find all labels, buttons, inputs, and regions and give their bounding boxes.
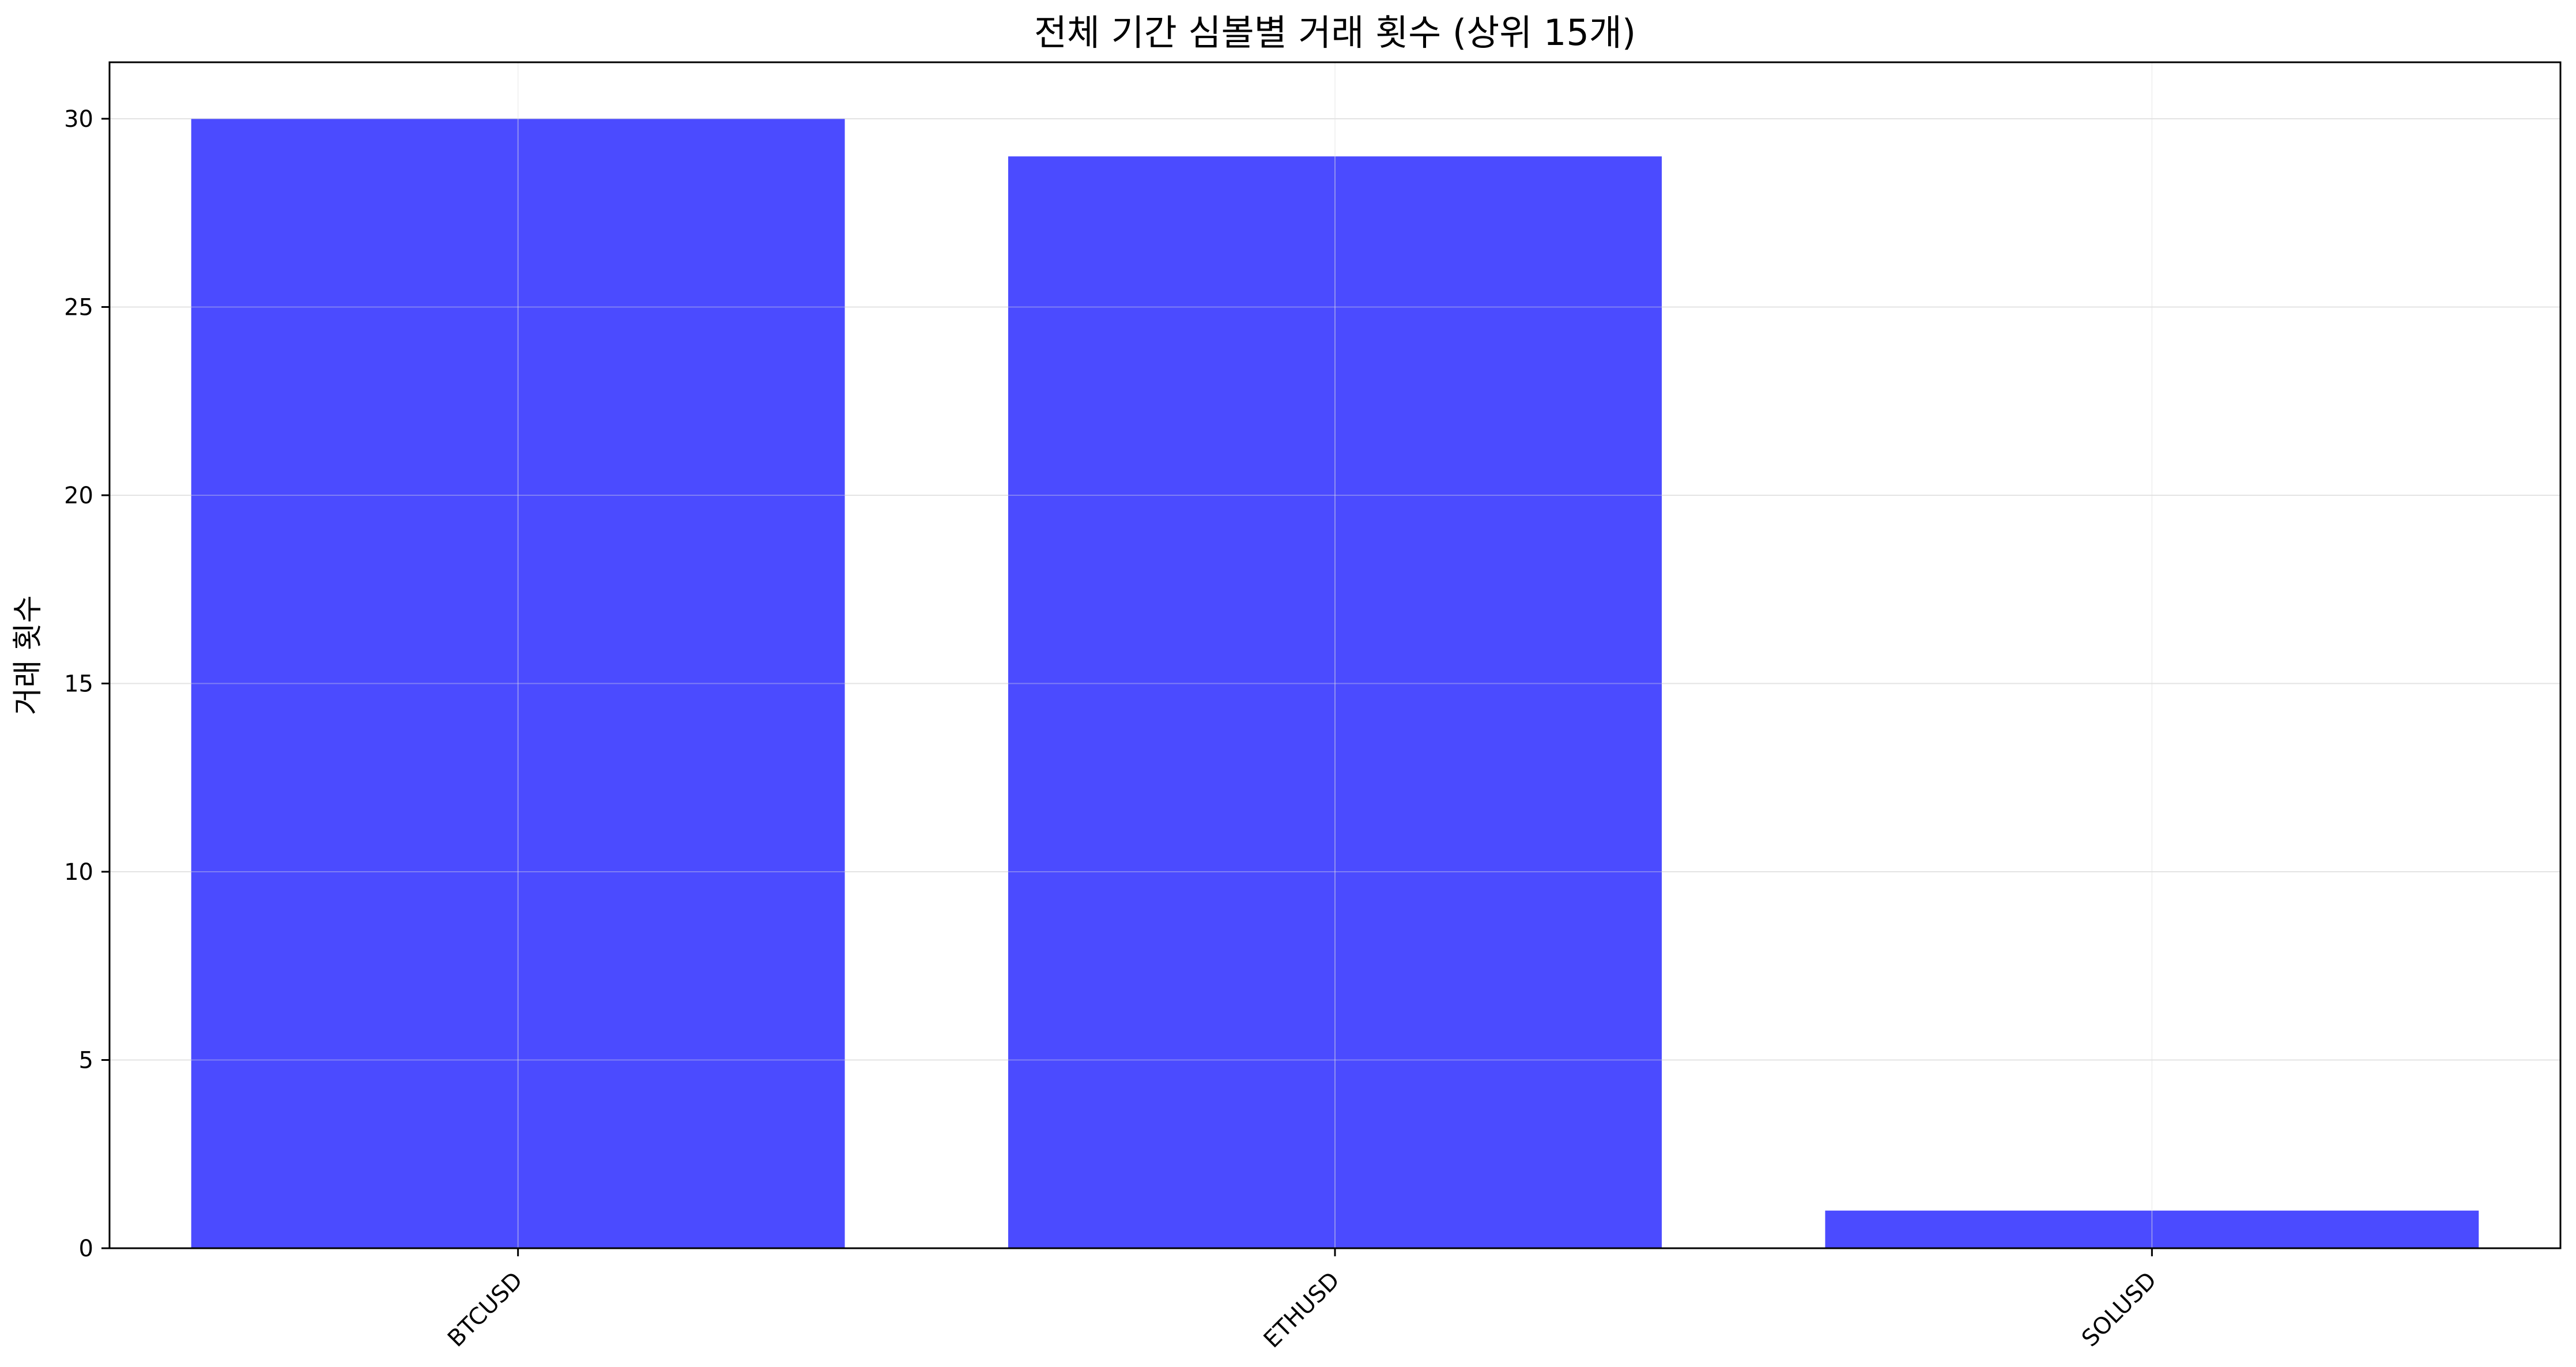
y-tick-label: 5 <box>79 1047 93 1074</box>
y-tick-label: 25 <box>64 294 93 321</box>
y-axis-ticks: 0 5 10 15 20 25 30 <box>64 106 110 1262</box>
y-tick-label: 20 <box>64 483 93 509</box>
bar-solusd <box>1825 1210 2479 1248</box>
y-tick-label: 10 <box>64 859 93 886</box>
chart-title: 전체 기간 심볼별 거래 횟수 (상위 15개) <box>1034 12 1636 54</box>
y-tick-label: 0 <box>79 1236 93 1262</box>
y-tick-label: 30 <box>64 106 93 133</box>
y-tick-label: 15 <box>64 671 93 697</box>
bar-btcusd <box>191 118 845 1248</box>
bars <box>191 118 2479 1249</box>
y-axis-title: 거래 횟수 <box>11 596 46 715</box>
bar-ethusd <box>1008 156 1662 1249</box>
